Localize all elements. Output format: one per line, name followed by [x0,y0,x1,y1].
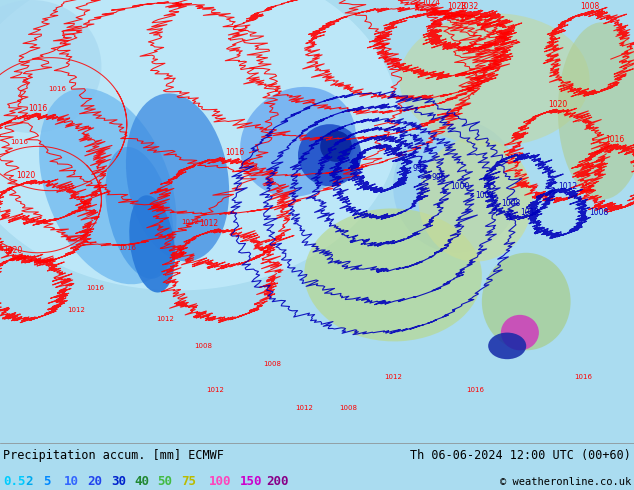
Text: 1020: 1020 [548,99,567,109]
Text: Th 06-06-2024 12:00 UTC (00+60): Th 06-06-2024 12:00 UTC (00+60) [410,449,631,462]
Text: 996: 996 [431,173,446,182]
Text: 1016: 1016 [29,104,48,113]
Text: 1016: 1016 [48,86,66,92]
Ellipse shape [0,0,101,133]
Text: 1012: 1012 [520,208,539,218]
Text: © weatheronline.co.uk: © weatheronline.co.uk [500,477,631,487]
Text: 1016: 1016 [605,135,624,144]
Ellipse shape [399,13,590,147]
Ellipse shape [0,0,399,291]
Ellipse shape [126,94,229,261]
Text: 200: 200 [266,475,288,488]
Text: 30: 30 [111,475,126,488]
Text: 2: 2 [25,475,33,488]
Text: 1024: 1024 [422,0,441,7]
Text: 1016: 1016 [118,245,136,251]
Text: 150: 150 [240,475,262,488]
Text: 1008: 1008 [340,405,358,411]
Ellipse shape [418,138,533,262]
Text: 1012: 1012 [384,374,402,380]
Text: 1012: 1012 [295,405,313,411]
Ellipse shape [501,315,539,350]
Ellipse shape [320,131,352,162]
Text: 1020: 1020 [16,171,35,180]
Text: 75: 75 [181,475,196,488]
Text: 992: 992 [412,164,427,173]
Text: 1008: 1008 [501,199,520,208]
Text: 1012: 1012 [156,316,174,322]
Text: 1012: 1012 [200,220,219,228]
Circle shape [488,333,526,359]
Text: 1012: 1012 [67,307,85,314]
Text: 1016: 1016 [86,285,104,291]
Text: 1012: 1012 [207,387,224,393]
Ellipse shape [129,196,175,293]
Text: 1016: 1016 [574,374,592,380]
Text: 1020: 1020 [3,246,22,255]
Text: 1008: 1008 [590,208,609,218]
Ellipse shape [558,22,634,199]
Ellipse shape [393,120,520,253]
Text: 5: 5 [43,475,51,488]
Text: 1000: 1000 [450,182,470,191]
Ellipse shape [304,208,482,342]
Text: 10: 10 [63,475,79,488]
Text: 100: 100 [209,475,231,488]
Text: 1028: 1028 [447,2,466,11]
Text: 20: 20 [87,475,102,488]
Text: 1008: 1008 [264,361,281,367]
Text: Precipitation accum. [mm] ECMWF: Precipitation accum. [mm] ECMWF [3,449,224,462]
Text: 1016: 1016 [467,387,484,393]
Text: 1032: 1032 [460,2,479,11]
Ellipse shape [39,88,176,284]
Ellipse shape [298,124,361,186]
Text: 1008: 1008 [580,2,599,11]
Text: 50: 50 [157,475,172,488]
Text: 1012: 1012 [558,182,577,191]
Text: 1008: 1008 [194,343,212,349]
Text: 1012: 1012 [181,219,199,225]
Ellipse shape [482,253,571,350]
Text: 1016: 1016 [10,139,28,145]
Ellipse shape [240,87,356,197]
Text: 0.5: 0.5 [3,475,25,488]
Text: 1016: 1016 [225,148,244,157]
Text: 40: 40 [134,475,150,488]
Ellipse shape [105,147,174,279]
Text: 1004: 1004 [476,191,495,199]
